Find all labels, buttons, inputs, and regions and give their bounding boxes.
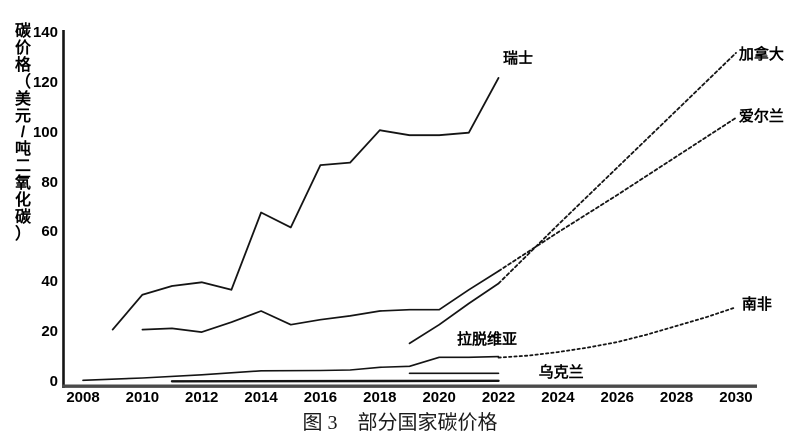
line-canada [408, 282, 500, 345]
line-latvia [82, 355, 500, 382]
y-axis-title-char: 吨 [14, 141, 31, 159]
y-tick-label-100: 100 [32, 123, 58, 141]
y-axis-title-char: 格 [14, 56, 31, 74]
line-canada-projection [497, 52, 737, 285]
x-tick-label-2026: 2026 [600, 389, 634, 406]
y-axis-title-char: 碳 [14, 23, 31, 40]
y-axis-title-char: 元 [14, 107, 31, 125]
y-axis-title-char: ） [14, 225, 31, 243]
x-tick-label-2014: 2014 [244, 389, 278, 406]
x-tick-label-2024: 2024 [541, 389, 575, 406]
y-axis-title-char: 价 [14, 39, 31, 57]
line-ukraine-early [170, 379, 500, 383]
x-tick-label-2020: 2020 [422, 389, 456, 406]
series-label-ukraine: 乌克兰 [538, 363, 584, 381]
x-tick-label-2018: 2018 [363, 389, 397, 406]
series-label-canada-projection: 加拿大 [738, 46, 784, 64]
y-axis-title: 碳价格（美元 / 吨二氧化碳） [10, 23, 36, 244]
x-tick-label-2030: 2030 [719, 389, 753, 406]
axes [62, 30, 757, 388]
y-tick-label-120: 120 [32, 73, 58, 91]
y-tick-label-60: 60 [41, 223, 58, 241]
x-tick-label-2008: 2008 [66, 389, 100, 406]
series-label-south-africa-projection: 南非 [741, 296, 772, 314]
series-lines [82, 52, 737, 383]
y-tick-label-0: 0 [49, 373, 58, 390]
line-ireland [141, 270, 500, 333]
x-tick-label-2028: 2028 [659, 389, 694, 406]
line-south-africa-projection [497, 306, 737, 359]
y-axis-title-char: / [20, 124, 26, 142]
y-axis-title-char: 美 [14, 90, 31, 108]
y-axis-title-char: 二 [14, 158, 31, 176]
x-tick-label-2010: 2010 [125, 389, 160, 406]
y-tick-label-20: 20 [41, 323, 58, 341]
series-label-ireland-projection: 爱尔兰 [738, 107, 784, 125]
x-tick-label-2016: 2016 [303, 389, 338, 406]
figure-caption: 图 3 部分国家碳价格 [302, 412, 498, 434]
y-tick-label-80: 80 [41, 173, 58, 191]
line-switzerland [111, 77, 500, 331]
y-axis-title-char: （ [14, 73, 31, 91]
y-axis-title-char: 氧 [14, 175, 31, 193]
x-tick-label-2012: 2012 [185, 389, 219, 406]
series-label-latvia: 拉脱维亚 [456, 330, 517, 348]
y-axis-title-char: 碳 [14, 208, 31, 226]
series-label-switzerland: 瑞士 [502, 50, 533, 68]
x-tick-label-2022: 2022 [481, 389, 516, 406]
y-tick-label-140: 140 [32, 23, 58, 41]
y-tick-label-40: 40 [41, 273, 58, 291]
y-axis-title-char: 化 [14, 192, 31, 210]
